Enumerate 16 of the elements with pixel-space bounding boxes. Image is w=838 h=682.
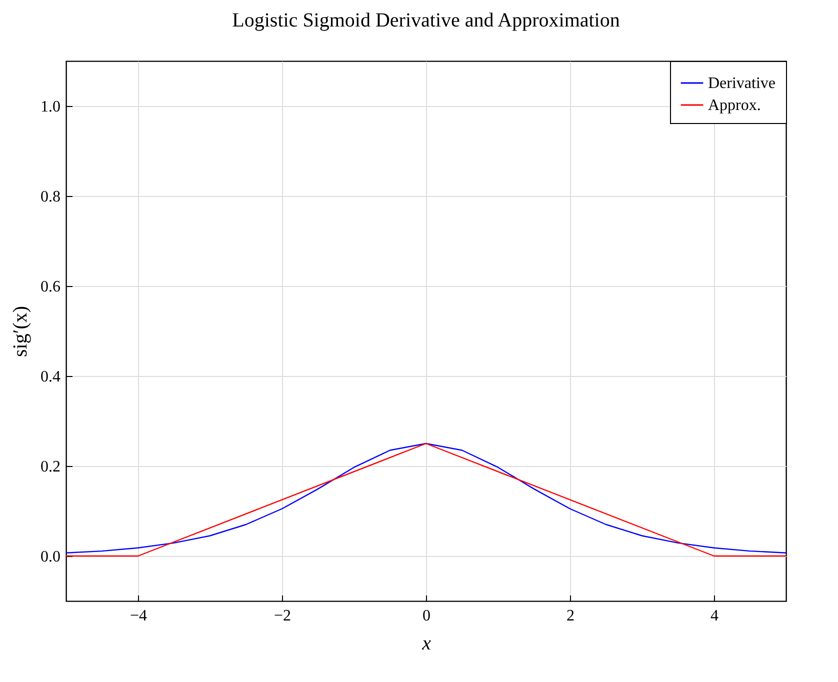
y-tick-label: 0.4 xyxy=(40,368,60,386)
y-tick-label: 0.8 xyxy=(40,188,60,206)
x-tick-label: −2 xyxy=(274,608,292,624)
legend-label: Derivative xyxy=(708,75,776,92)
legend-label: Approx. xyxy=(708,97,761,114)
x-tick-label: −4 xyxy=(130,608,148,624)
y-tick-label: 0.6 xyxy=(40,278,60,296)
x-tick-label: 0 xyxy=(422,608,430,624)
chart-title: Logistic Sigmoid Derivative and Approximation xyxy=(232,10,620,32)
x-tick-label: 4 xyxy=(710,608,718,624)
x-axis-title: x xyxy=(421,632,432,654)
y-tick-label: 0.0 xyxy=(40,548,60,566)
x-tick-label: 2 xyxy=(566,608,574,624)
y-axis-title: sig′(x) xyxy=(10,306,32,358)
y-tick-label: 1.0 xyxy=(40,98,60,116)
y-tick-label: 0.2 xyxy=(40,458,60,476)
